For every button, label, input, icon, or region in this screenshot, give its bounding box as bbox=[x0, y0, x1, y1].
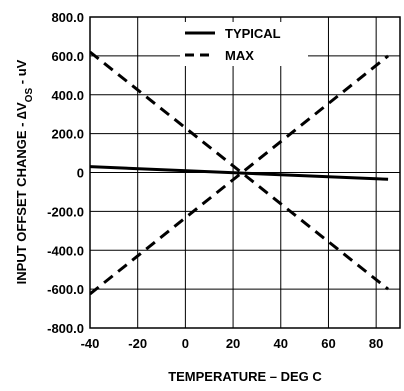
y-axis-title: INPUT OFFSET CHANGE - ∆VOS - uV bbox=[14, 59, 35, 284]
y-axis-title-suffix: - uV bbox=[14, 59, 29, 87]
y-tick-label: 600.0 bbox=[51, 49, 84, 64]
y-axis-title-symbol: ∆V bbox=[14, 102, 29, 119]
x-tick-label: 60 bbox=[321, 336, 335, 351]
x-tick-label: 20 bbox=[226, 336, 240, 351]
series-layer bbox=[90, 50, 390, 296]
y-tick-label: 0 bbox=[77, 166, 84, 181]
x-tick-label: 0 bbox=[182, 336, 189, 351]
x-tick-label: -40 bbox=[81, 336, 100, 351]
x-tick-label: -20 bbox=[128, 336, 147, 351]
x-tick-label: 80 bbox=[369, 336, 383, 351]
legend: TYPICAL MAX bbox=[180, 22, 308, 66]
y-tick-label: -400.0 bbox=[47, 243, 84, 258]
y-axis-title-prefix: INPUT OFFSET CHANGE - bbox=[14, 119, 29, 284]
series-line-2 bbox=[90, 54, 390, 296]
y-tick-labels: 800.0 600.0 400.0 200.0 0 -200.0 -400.0 -600.0 -… bbox=[47, 10, 84, 336]
legend-box bbox=[180, 22, 308, 66]
legend-label-max: MAX bbox=[225, 48, 254, 63]
x-tick-label: 40 bbox=[274, 336, 288, 351]
y-tick-label: -800.0 bbox=[47, 321, 84, 336]
series-line-0 bbox=[90, 165, 389, 181]
y-tick-label: 200.0 bbox=[51, 127, 84, 142]
x-axis-title: TEMPERATURE – DEG C bbox=[168, 369, 322, 384]
y-tick-label: 800.0 bbox=[51, 10, 84, 25]
plot-frame bbox=[89, 16, 401, 329]
legend-label-typical: TYPICAL bbox=[225, 26, 281, 41]
series-line-1 bbox=[90, 50, 390, 291]
x-tick-labels: -40 -20 0 20 40 60 80 bbox=[81, 336, 384, 351]
y-axis-title-subscript: OS bbox=[24, 88, 35, 103]
y-tick-label: -600.0 bbox=[47, 282, 84, 297]
y-tick-label: -200.0 bbox=[47, 204, 84, 219]
y-tick-label: 400.0 bbox=[51, 88, 84, 103]
